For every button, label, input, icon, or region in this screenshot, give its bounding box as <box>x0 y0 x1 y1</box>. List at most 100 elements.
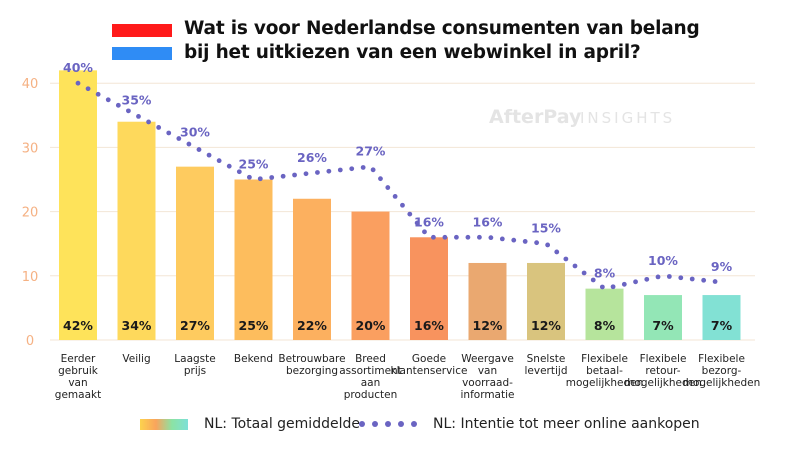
intention-dot <box>633 279 638 285</box>
bar <box>644 295 682 340</box>
x-category-label: bezorg- <box>702 365 742 377</box>
bar <box>351 211 390 340</box>
intention-dot <box>599 284 605 290</box>
x-category-label: Eerder <box>61 353 96 365</box>
x-category-label: bezorging <box>286 365 338 377</box>
y-tick-label: 20 <box>22 206 39 221</box>
intention-dot <box>488 235 494 241</box>
bar-value-label: 7% <box>711 318 733 333</box>
bar-value-label: 34% <box>122 318 152 333</box>
y-tick-label: 0 <box>26 334 34 349</box>
y-tick-label: 40 <box>22 77 39 92</box>
bar-value-label: 12% <box>473 318 503 333</box>
bar <box>410 237 448 340</box>
intention-dot <box>414 220 420 226</box>
intention-dot <box>563 256 569 262</box>
bar <box>527 262 565 340</box>
bar <box>585 288 624 340</box>
intention-dot <box>326 168 332 174</box>
intention-dot <box>590 277 596 283</box>
legend-bars-label: NL: Totaal gemiddelde <box>204 416 360 432</box>
intention-dot <box>136 113 141 119</box>
y-tick-label: 10 <box>22 270 39 285</box>
intention-dot <box>392 193 398 199</box>
bar-value-label: 42% <box>63 318 93 333</box>
x-category-label: aan <box>361 377 381 389</box>
intention-dot <box>257 176 263 182</box>
intention-dot <box>400 202 405 208</box>
legend-dots: NL: Intentie tot meer online aankopen <box>359 416 700 432</box>
bar <box>176 166 214 340</box>
x-category-label: van <box>68 377 87 389</box>
chart-title-line-2: bij het uitkiezen van een webwinkel in a… <box>184 42 641 63</box>
intention-dot <box>712 279 718 284</box>
x-category-label: gemaakt <box>55 389 101 401</box>
x-category-label: Flexibele <box>640 353 687 365</box>
x-category-label: Flexibele <box>698 353 745 365</box>
intention-dot <box>156 125 162 130</box>
bar-value-label: 8% <box>594 318 616 333</box>
intention-dot <box>554 249 560 255</box>
intention-dot <box>477 234 482 240</box>
intention-dot <box>146 119 151 125</box>
x-category-label: Snelste <box>527 353 566 365</box>
legend-dots-label: NL: Intentie tot meer online aankopen <box>433 416 700 432</box>
x-category-label: Weergave <box>461 353 514 365</box>
intention-dot <box>176 136 182 141</box>
intention-dot <box>115 102 121 108</box>
intention-dot <box>701 277 707 283</box>
intention-dot <box>385 185 391 190</box>
intention-value-label: 26% <box>297 150 327 165</box>
bar <box>702 295 741 340</box>
blue-flag-stripe <box>112 47 172 60</box>
intention-dot <box>206 152 212 158</box>
x-category-label: betaal- <box>586 365 623 377</box>
intention-dot <box>522 239 528 244</box>
intention-dot <box>349 166 355 172</box>
x-category-label: Bekend <box>234 353 273 365</box>
x-category-label: van <box>478 365 497 377</box>
x-category-label: voorraad- <box>462 377 513 389</box>
intention-dot <box>370 167 376 173</box>
intention-dot <box>499 236 505 242</box>
intention-dot <box>465 234 471 240</box>
intention-dot <box>236 169 242 175</box>
intention-dot <box>196 147 202 152</box>
bar-value-label: 25% <box>239 318 269 333</box>
intention-dot <box>105 97 111 103</box>
intention-dot <box>337 167 343 173</box>
bar-value-label: 12% <box>531 318 561 333</box>
bar <box>468 262 507 340</box>
intention-dot <box>407 211 413 217</box>
intention-dot <box>246 174 252 180</box>
intention-dot <box>581 270 587 276</box>
watermark-brand: AfterPay <box>489 106 582 128</box>
intention-value-label: 10% <box>648 253 678 268</box>
intention-dot <box>360 165 366 170</box>
x-category-label: assortiment <box>339 365 402 377</box>
intention-dot <box>422 229 427 235</box>
intention-dot <box>85 86 91 92</box>
x-category-label: prijs <box>184 365 206 377</box>
bar <box>59 70 97 341</box>
x-category-label: Betrouwbare <box>278 353 345 365</box>
x-category-label: mogelijkheden <box>624 377 702 389</box>
intention-dot <box>292 172 297 178</box>
bar <box>117 121 156 340</box>
bar-value-label: 7% <box>652 318 674 333</box>
x-category-label: retour- <box>645 365 680 377</box>
intention-dot <box>678 275 684 281</box>
intention-dot <box>269 175 275 180</box>
intention-dot <box>75 80 81 86</box>
x-category-label: mogelijkheden <box>683 377 761 389</box>
x-category-label: producten <box>344 389 398 401</box>
intention-dot <box>644 276 650 282</box>
x-category-label: gebruik <box>58 365 99 377</box>
bar-value-label: 27% <box>180 318 210 333</box>
x-category-label: levertijd <box>525 365 568 377</box>
intention-dot <box>95 91 101 97</box>
intention-dot <box>511 237 517 243</box>
intention-dot <box>655 274 661 280</box>
intention-dot <box>166 130 172 136</box>
intention-dot <box>534 240 540 246</box>
